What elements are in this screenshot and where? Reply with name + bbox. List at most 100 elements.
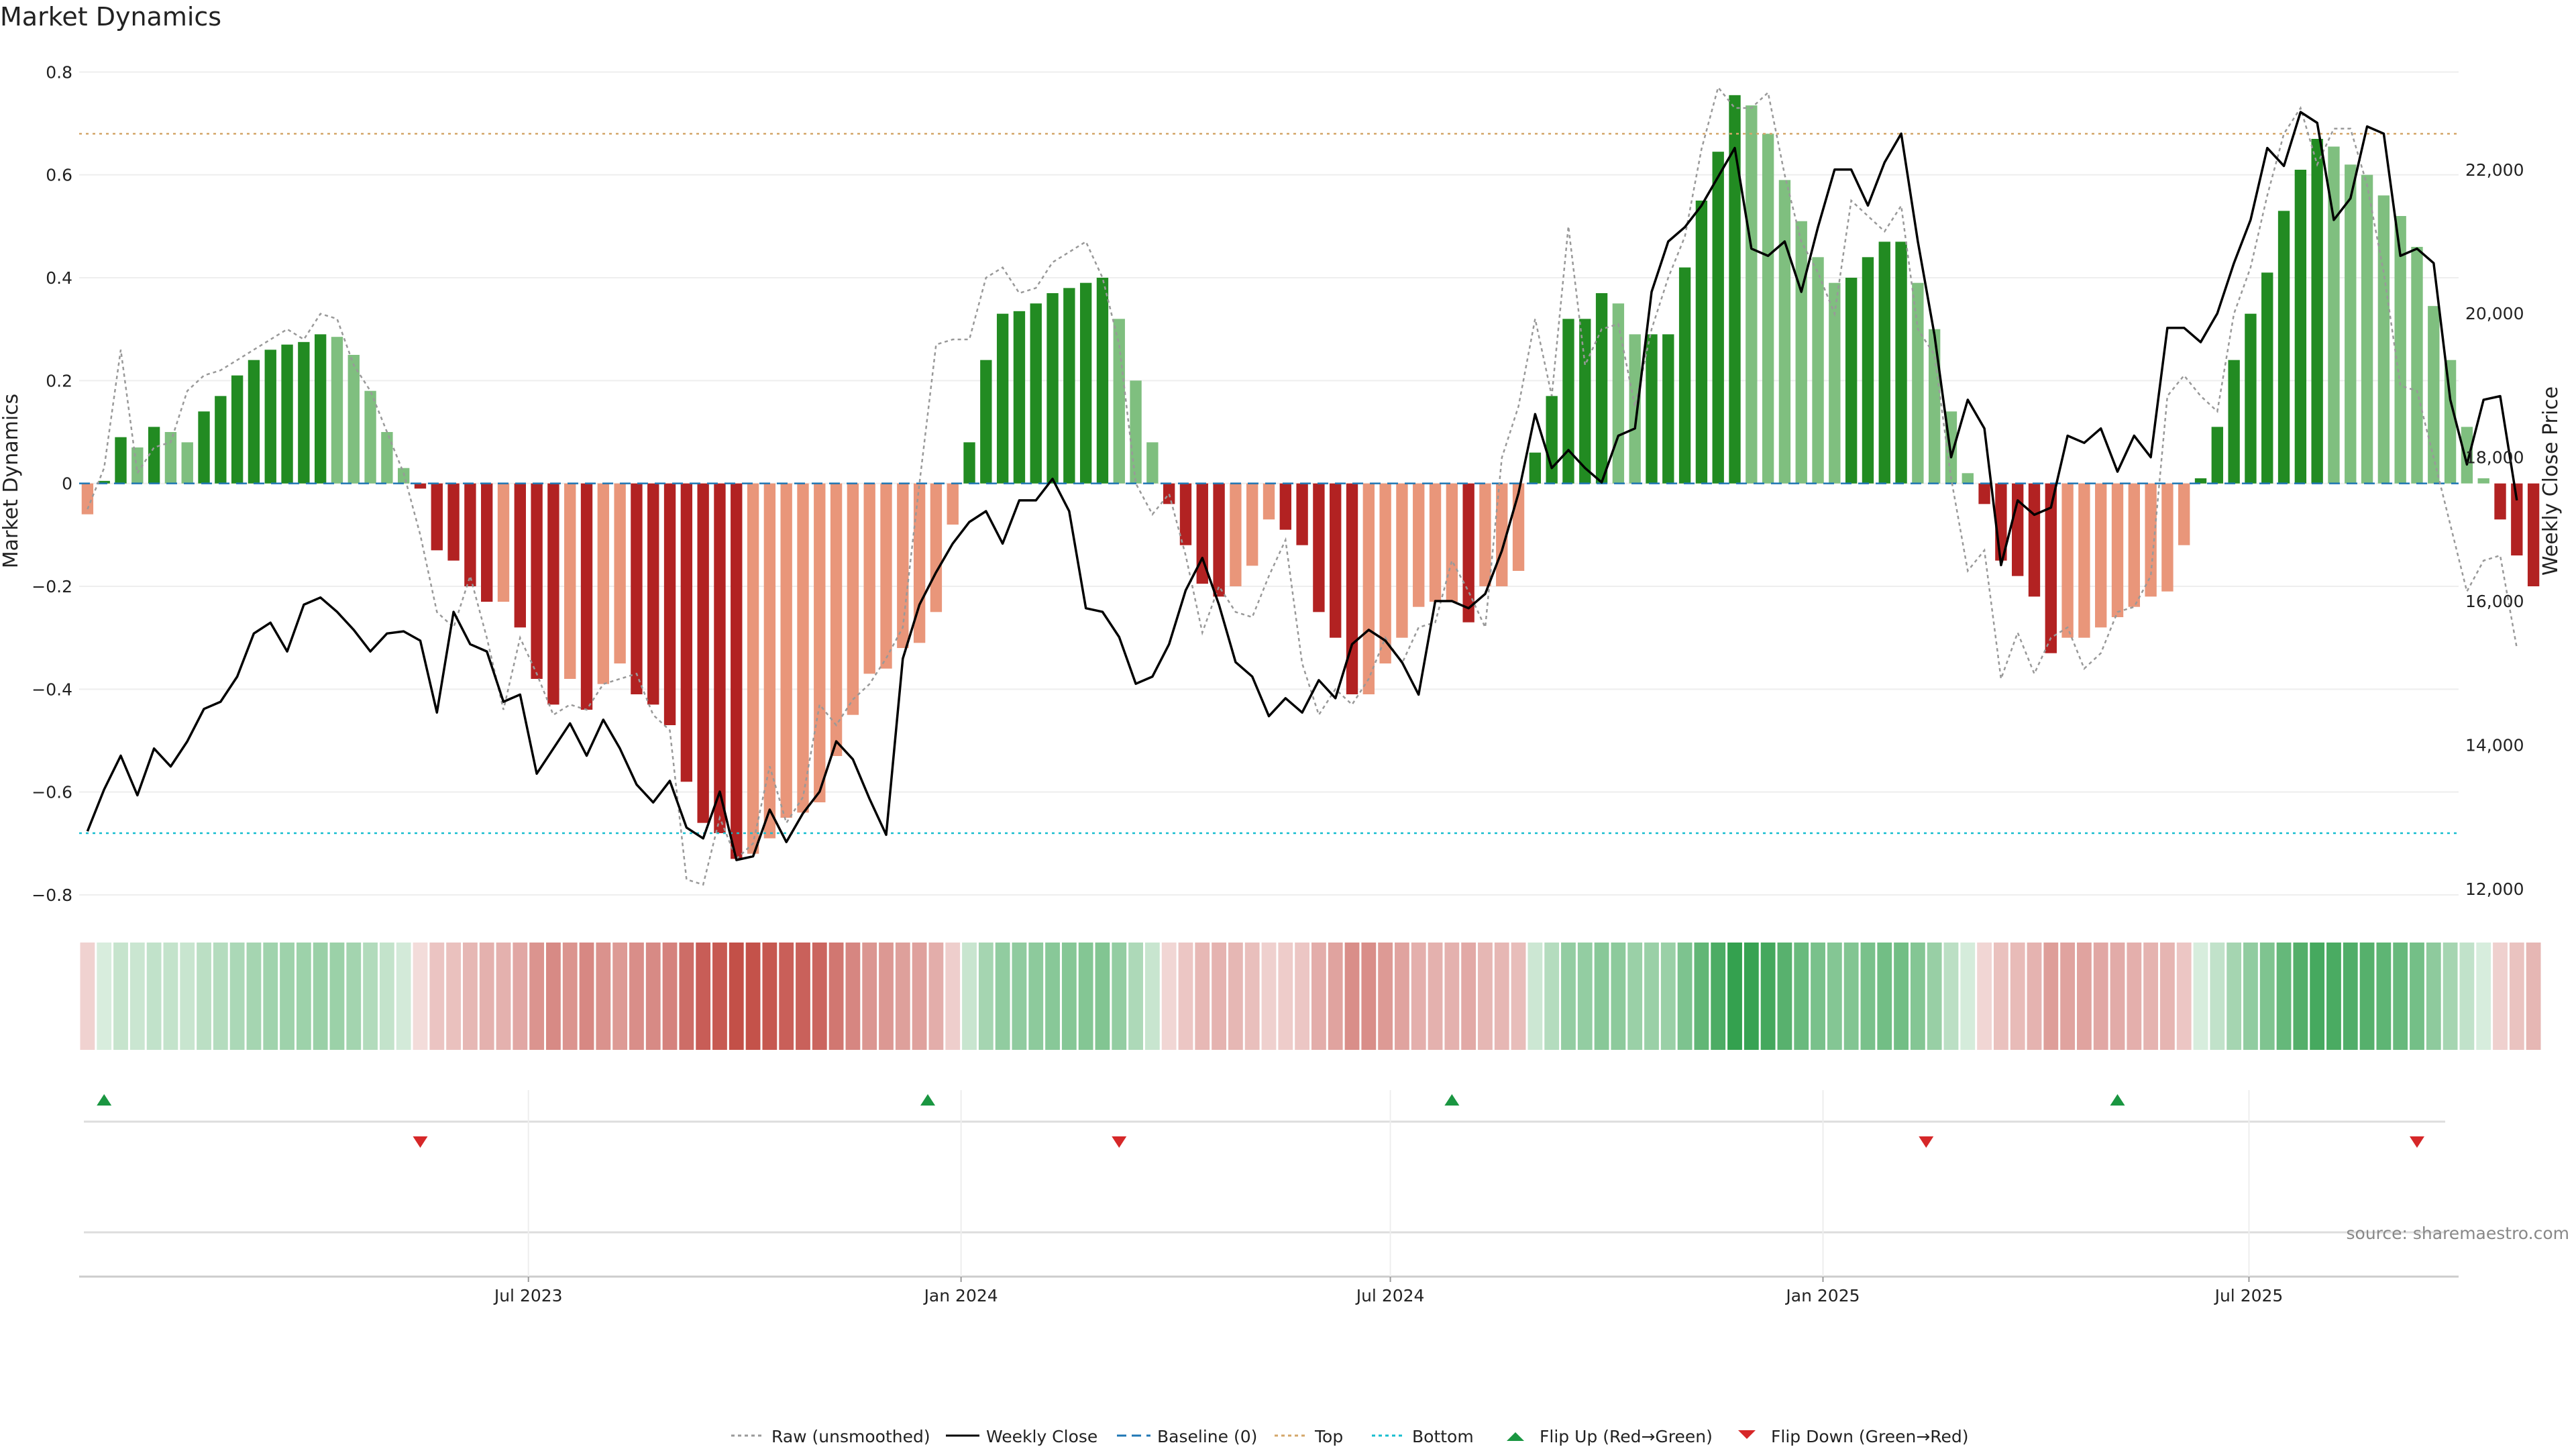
y-axis-label: Market Dynamics (0, 394, 23, 569)
bar (697, 483, 709, 823)
heat-cell (1012, 943, 1027, 1050)
bar (2012, 483, 2024, 576)
heat-cell (396, 943, 411, 1050)
heat-cell (246, 943, 262, 1050)
heat-cell (1727, 943, 1742, 1050)
heat-cell (1161, 943, 1177, 1050)
y-tick-label: 0.8 (46, 62, 72, 82)
bar (2178, 483, 2190, 545)
bar (281, 344, 293, 484)
heat-cell (879, 943, 894, 1050)
bar (1413, 483, 1425, 607)
y-tick-label: 0.6 (46, 166, 72, 185)
heat-cell (1061, 943, 1077, 1050)
bar (1296, 483, 1308, 545)
heat-cell (2176, 943, 2192, 1050)
bar (2477, 478, 2489, 484)
bar (647, 483, 659, 705)
heat-cell (812, 943, 827, 1050)
bar (2328, 146, 2340, 484)
heat-cell (1943, 943, 1959, 1050)
heat-cell (346, 943, 362, 1050)
heat-cell (462, 943, 478, 1050)
bar (597, 483, 610, 684)
heat-cell (146, 943, 162, 1050)
heat-cell (2210, 943, 2225, 1050)
bar (531, 483, 543, 679)
bar (231, 375, 244, 484)
legend-label: Flip Up (Red→Green) (1540, 1427, 1713, 1446)
y2-tick-label: 14,000 (2465, 735, 2524, 755)
bar (481, 483, 493, 602)
heat-cell (2493, 943, 2508, 1050)
flip-up-marker (2110, 1094, 2125, 1106)
heat-cell (1078, 943, 1093, 1050)
bar (863, 483, 875, 674)
heat-cell (796, 943, 810, 1050)
bar (1479, 483, 1491, 586)
heat-cell (1511, 943, 1526, 1050)
bar (1429, 483, 1442, 602)
bar (963, 442, 975, 484)
heat-cell (1993, 943, 2008, 1050)
bar (2128, 483, 2140, 607)
bar (980, 360, 992, 484)
ticks-layer: 0.8 0.6 0.4 0.2 0 −0.2 −0.4 −0.6 −0.8 22,000 20,00… (32, 62, 2524, 905)
heat-cell (1611, 943, 1626, 1050)
bar (298, 341, 310, 484)
bar (1778, 180, 1791, 484)
heat-cell (662, 943, 678, 1050)
heat-cell (1794, 943, 1809, 1050)
heat-cell (1644, 943, 1659, 1050)
bar (880, 483, 892, 669)
heat-cell (1178, 943, 1193, 1050)
flip-up-marker (97, 1094, 112, 1106)
bar (2494, 483, 2506, 520)
heat-cell (562, 943, 578, 1050)
legend-marker-flip-down (1738, 1430, 1756, 1439)
heat-cell (2077, 943, 2092, 1050)
bar (580, 483, 593, 710)
bar (1712, 152, 1724, 484)
legend-label: Weekly Close (986, 1427, 1097, 1446)
heat-cell (313, 943, 328, 1050)
heat-cell (2127, 943, 2142, 1050)
heat-cell (2110, 943, 2125, 1050)
flip-up-marker (1444, 1094, 1460, 1106)
heat-cell (1711, 943, 1726, 1050)
heat-cell (529, 943, 545, 1050)
heat-cell (2193, 943, 2208, 1050)
bar (2394, 216, 2406, 484)
bar (1812, 257, 1824, 484)
bar (248, 360, 260, 484)
bar (930, 483, 943, 612)
legend-label: Raw (unsmoothed) (771, 1427, 930, 1446)
heat-cell (479, 943, 494, 1050)
bar (2061, 483, 2074, 638)
heat-cell (1144, 943, 1160, 1050)
bar (2145, 483, 2157, 597)
bar (431, 483, 443, 551)
heat-cell (1278, 943, 1293, 1050)
bar (1928, 329, 1941, 484)
bar (1862, 257, 1874, 484)
bar (1113, 319, 1125, 484)
bar (1795, 221, 1807, 484)
heat-cell (1544, 943, 1560, 1050)
heat-cell (912, 943, 927, 1050)
heat-cell (2226, 943, 2242, 1050)
heat-cell (828, 943, 844, 1050)
heat-cell (1112, 943, 1127, 1050)
flip-down-marker (2409, 1136, 2424, 1148)
bar (2211, 427, 2224, 484)
legend-label: Top (1314, 1427, 1343, 1446)
heat-cell (1777, 943, 1792, 1050)
heat-cell (2326, 943, 2341, 1050)
bar (1962, 473, 1974, 484)
heat-cell (2259, 943, 2275, 1050)
heat-cell (546, 943, 561, 1050)
heat-cell (2526, 943, 2541, 1050)
y2-tick-label: 22,000 (2465, 160, 2524, 180)
x-tick-label: Jul 2024 (1355, 1286, 1425, 1305)
bar (814, 483, 826, 802)
